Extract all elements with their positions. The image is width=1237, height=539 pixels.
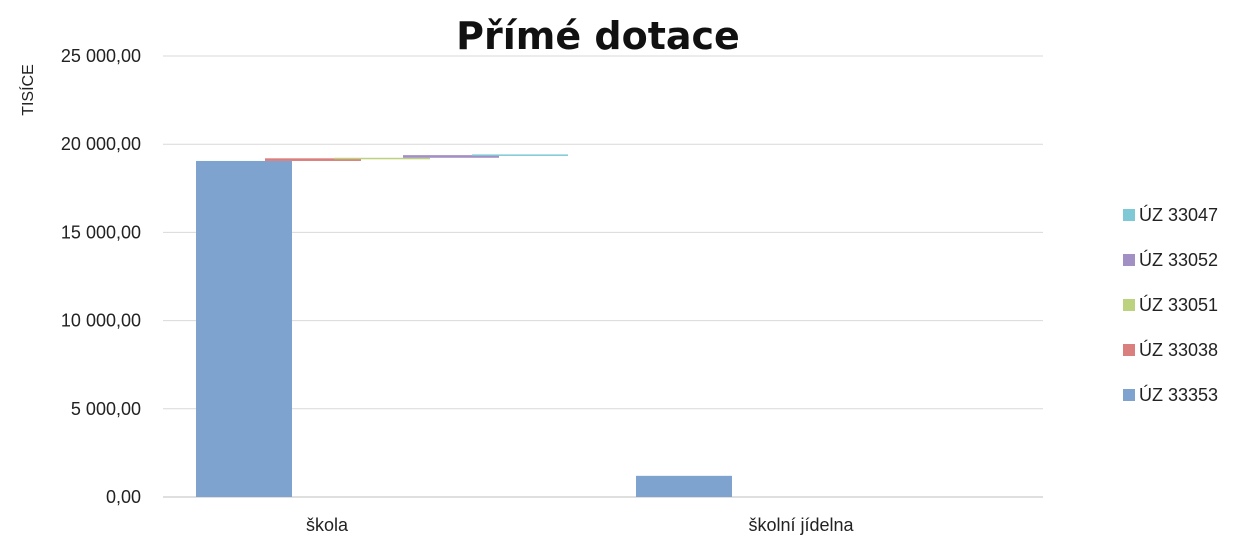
y-axis-label: TISÍCE [18, 64, 37, 116]
legend-label: ÚZ 33052 [1139, 249, 1218, 270]
legend-swatch [1123, 299, 1135, 311]
y-tick-label: 5 000,00 [71, 399, 141, 419]
gridlines [163, 55, 1043, 498]
bars [196, 154, 732, 497]
category-label: škola [306, 515, 349, 535]
legend-swatch [1123, 209, 1135, 221]
legend-label: ÚZ 33353 [1139, 384, 1218, 405]
bar-úz-33038-0 [265, 158, 361, 161]
category-label: školní jídelna [748, 515, 854, 535]
legend-label: ÚZ 33051 [1139, 294, 1218, 315]
legend-swatch [1123, 344, 1135, 356]
y-tick-label: 15 000,00 [61, 222, 141, 242]
y-tick-label: 0,00 [106, 487, 141, 507]
category-labels: škola školní jídelna [306, 515, 855, 535]
legend-label: ÚZ 33047 [1139, 204, 1218, 225]
bar-úz-33353-0 [196, 160, 292, 497]
legend-label: ÚZ 33038 [1139, 339, 1218, 360]
bar-úz-33047-0 [472, 154, 568, 156]
bar-úz-33052-0 [403, 155, 499, 158]
y-tick-label: 10 000,00 [61, 311, 141, 331]
chart-title: Přímé dotace [456, 14, 740, 58]
legend-swatch [1123, 254, 1135, 266]
legend: ÚZ 33047 ÚZ 33052 ÚZ 33051 ÚZ 33038 ÚZ 33353 [1123, 204, 1218, 405]
y-tick-label: 20 000,00 [61, 134, 141, 154]
y-tick-label: 25 000,00 [61, 46, 141, 66]
legend-swatch [1123, 389, 1135, 401]
bar-úz-33353-1 [636, 475, 732, 497]
y-tick-labels: 0,00 5 000,00 10 000,00 15 000,00 20 000,00 2… [61, 46, 141, 507]
bar-úz-33051-0 [334, 157, 430, 160]
